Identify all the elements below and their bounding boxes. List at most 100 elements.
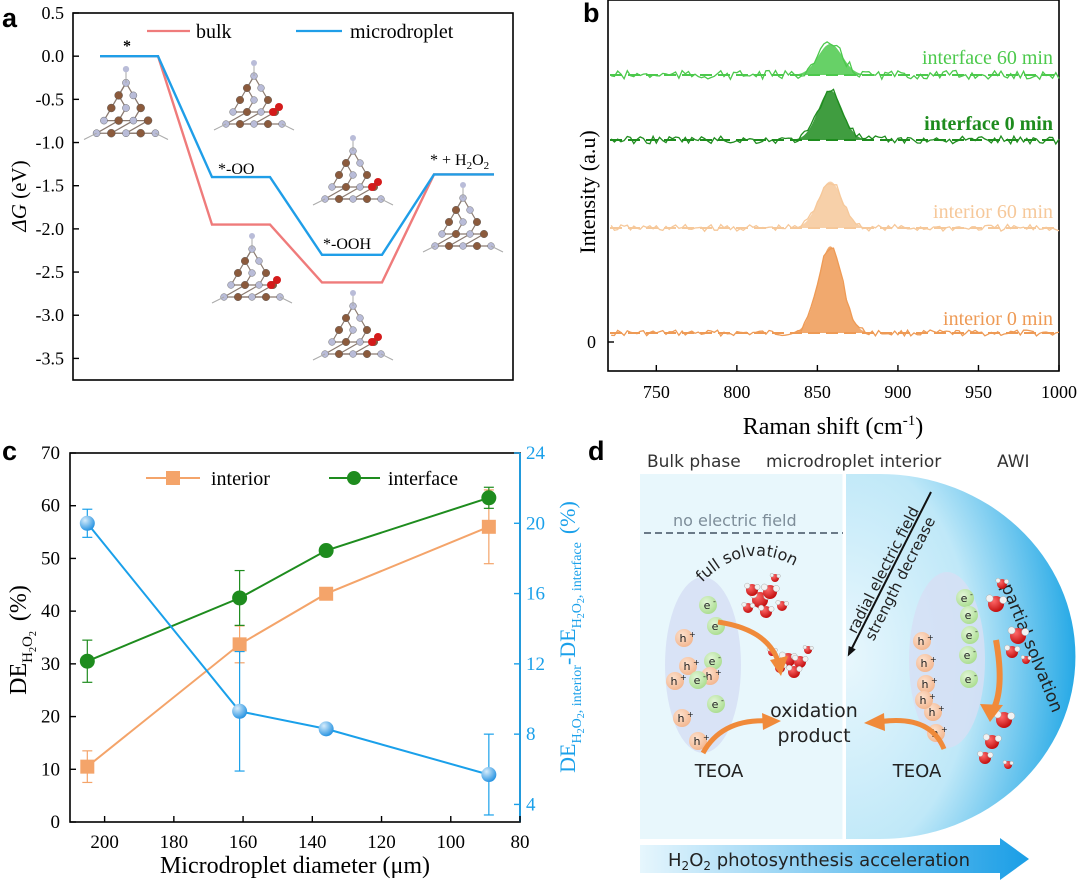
hole-carrier: h + — [916, 654, 937, 672]
hydrogen-sphere — [1004, 644, 1011, 651]
carrier-symbol: e — [709, 655, 716, 668]
nitrogen-atom — [257, 84, 265, 92]
bond — [380, 198, 394, 206]
water-molecule-icon — [761, 583, 780, 599]
hydrogen-sphere — [796, 666, 803, 672]
bond — [338, 186, 361, 200]
nitrogen-atom — [129, 116, 138, 125]
peak-fill-interface-0-min — [794, 90, 866, 140]
molecule-structure — [211, 233, 293, 304]
nitrogen-atom — [129, 91, 138, 100]
energy-profile-microdroplet — [100, 54, 494, 256]
carrier-symbol: e — [694, 674, 701, 687]
hole-icon — [679, 657, 697, 675]
line-interior — [86, 525, 490, 768]
label-microdroplet-interior: microdroplet interior — [766, 452, 941, 472]
hydrogen-sphere — [741, 602, 747, 607]
y-tick-label: 50 — [41, 548, 60, 569]
line-interface — [86, 496, 490, 663]
hydrogen-sphere — [999, 596, 1008, 604]
nitrogen-atom — [255, 257, 263, 265]
point-interior — [319, 586, 334, 601]
spectrum-label: interior 60 min — [933, 201, 1053, 223]
carrier-symbol: e — [964, 649, 971, 662]
carbon-atom — [263, 120, 272, 129]
spectrum-interface-0-min — [610, 88, 1060, 146]
hole-icon — [689, 732, 707, 750]
y-tick-label: 20 — [41, 707, 60, 728]
carrier-charge: + — [941, 725, 948, 734]
energy-profile-bulk — [100, 54, 494, 284]
spectrum-label: interior 0 min — [943, 308, 1053, 330]
bond — [237, 284, 260, 298]
oxygen-atom — [368, 183, 376, 191]
peak-fill-interface-60-min — [794, 44, 866, 75]
carrier-charge: - — [721, 696, 724, 705]
hydrogen-sphere — [761, 583, 768, 591]
electron-icon — [961, 626, 979, 644]
carrier-charge: - — [974, 607, 977, 616]
carrier-charge: - — [713, 597, 716, 606]
bond — [279, 296, 293, 304]
water-molecule-icon — [786, 664, 803, 678]
legend-marker-interior — [166, 471, 180, 485]
carrier-charge: + — [703, 733, 710, 742]
bond — [422, 245, 436, 253]
x-tick-label: 200 — [90, 832, 119, 853]
electron-carrier: e- — [961, 626, 979, 644]
nitrogen-atom — [151, 129, 160, 137]
carbon-atom — [362, 171, 371, 179]
carrier-charge: + — [693, 658, 700, 667]
carbon-atom — [451, 205, 460, 214]
bond — [223, 284, 246, 298]
hydrogen-sphere — [977, 750, 984, 757]
x-tick-label: 950 — [965, 382, 992, 402]
label-no-electric-field: no electric field — [673, 511, 797, 530]
hole-icon — [916, 654, 934, 672]
point-interface — [79, 653, 95, 669]
hydrogen-sphere — [1021, 628, 1030, 636]
nitrogen-atom — [459, 242, 467, 250]
carrier-charge: - — [718, 653, 721, 662]
nitrogen-atom — [328, 183, 336, 191]
nitrogen-atom — [250, 120, 258, 128]
bond — [83, 132, 97, 140]
water-molecule-icon — [995, 578, 1009, 589]
oxygen-atom — [374, 333, 382, 341]
x-tick-label: 120 — [367, 832, 396, 853]
nitrogen-atom — [356, 159, 364, 167]
nitrogen-atom — [356, 338, 364, 346]
hydrogen-sphere — [792, 654, 799, 661]
bond — [434, 233, 457, 247]
carrier-symbol: h — [706, 670, 713, 683]
carbon-atom — [136, 103, 145, 113]
label-teoa-left: TEOA — [694, 761, 744, 782]
panel-b-y-zero: 0 — [587, 332, 596, 352]
hydrogen-sphere — [769, 573, 774, 578]
panel-c-frame — [69, 452, 521, 823]
y-tick-label: -1.0 — [36, 133, 65, 153]
point-difference — [481, 767, 497, 783]
nitrogen-atom — [350, 290, 356, 296]
electron-carrier: e- — [707, 695, 725, 713]
nitrogen-atom — [459, 218, 467, 226]
y2-tick-label: 24 — [526, 443, 546, 464]
nitrogen-atom — [248, 293, 256, 301]
panel-a-frame — [72, 12, 514, 381]
carbon-atom — [234, 293, 243, 302]
y-tick-label: 40 — [41, 601, 60, 622]
y-label-symbol: ΔG — [7, 204, 31, 233]
y2-tick-label: 16 — [526, 584, 545, 605]
carrier-symbol: h — [684, 660, 691, 673]
carbon-atom — [335, 350, 344, 359]
carrier-charge: - — [973, 647, 976, 656]
hydrogen-sphere — [786, 664, 793, 671]
water-molecule-icon — [1004, 644, 1021, 658]
label-oxidation: oxidation — [770, 700, 858, 722]
hole-carrier: h + — [666, 672, 687, 690]
electron-icon — [960, 670, 978, 688]
carbon-atom — [480, 229, 489, 238]
y-tick-label: 30 — [41, 654, 60, 675]
hydrogen-sphere — [776, 573, 781, 579]
hydrogen-sphere — [1002, 760, 1007, 765]
